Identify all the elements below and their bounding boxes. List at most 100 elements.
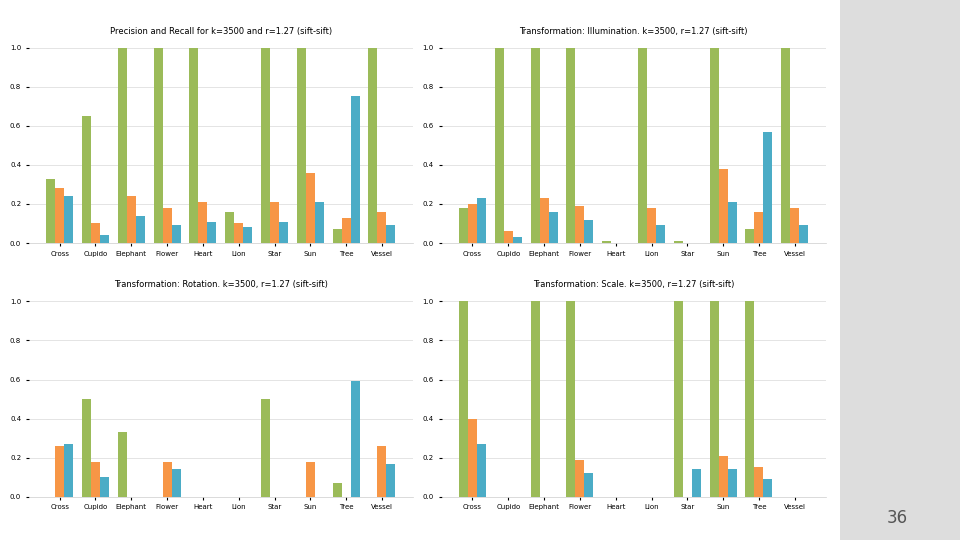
Bar xyxy=(585,220,593,243)
Bar xyxy=(306,173,315,243)
Legend: Precision, F-measure, Recall: Precision, F-measure, Recall xyxy=(164,303,277,314)
Bar xyxy=(118,433,127,497)
Bar xyxy=(135,215,145,243)
Bar xyxy=(728,469,736,497)
Bar xyxy=(64,196,73,243)
Bar xyxy=(297,48,306,243)
Bar xyxy=(763,479,773,497)
Bar xyxy=(790,208,799,243)
Bar xyxy=(540,198,548,243)
Bar xyxy=(585,474,593,497)
Bar xyxy=(719,456,728,497)
Bar xyxy=(709,301,719,497)
Bar xyxy=(279,221,288,243)
Bar xyxy=(350,97,360,243)
Bar xyxy=(64,444,73,497)
Bar xyxy=(477,198,486,243)
Bar xyxy=(100,235,108,243)
Polygon shape xyxy=(845,328,948,422)
Bar xyxy=(755,468,763,497)
Bar xyxy=(656,225,665,243)
Bar xyxy=(494,48,504,243)
Bar xyxy=(781,48,790,243)
Bar xyxy=(647,208,656,243)
Bar xyxy=(531,301,540,497)
Bar xyxy=(746,301,755,497)
Bar xyxy=(531,48,540,243)
Bar xyxy=(602,241,612,243)
Bar xyxy=(207,221,216,243)
Bar xyxy=(333,483,342,497)
Bar xyxy=(56,446,64,497)
Bar xyxy=(189,48,199,243)
Bar xyxy=(243,227,252,243)
Bar xyxy=(172,225,180,243)
Bar xyxy=(270,202,279,243)
Bar xyxy=(127,196,135,243)
Title: Transformation: Illumination. k=3500, r=1.27 (sift-sift): Transformation: Illumination. k=3500, r=… xyxy=(519,26,748,36)
Bar xyxy=(674,241,683,243)
Bar xyxy=(638,48,647,243)
Bar xyxy=(377,212,386,243)
Text: Conclusions: Conclusions xyxy=(865,468,927,477)
Bar xyxy=(46,179,56,243)
Title: Transformation: Scale. k=3500, r=1.27 (sift-sift): Transformation: Scale. k=3500, r=1.27 (s… xyxy=(533,280,734,289)
Title: Transformation: Rotation. k=3500, r=1.27 (sift-sift): Transformation: Rotation. k=3500, r=1.27… xyxy=(114,280,327,289)
Bar xyxy=(459,208,468,243)
Bar xyxy=(566,301,575,497)
Bar xyxy=(350,381,360,497)
Bar xyxy=(719,168,728,243)
Text: Research
Question: Research Question xyxy=(873,146,921,167)
Bar xyxy=(746,230,755,243)
Polygon shape xyxy=(845,12,948,106)
Bar xyxy=(386,225,396,243)
Text: 36: 36 xyxy=(887,509,908,528)
Bar xyxy=(692,469,701,497)
Bar xyxy=(575,206,585,243)
Bar xyxy=(118,48,127,243)
Bar xyxy=(162,208,172,243)
Text: Introduction: Introduction xyxy=(865,46,928,56)
Bar xyxy=(513,237,521,243)
Bar xyxy=(369,48,377,243)
Bar xyxy=(342,218,350,243)
Bar xyxy=(306,462,315,497)
Title: Precision and Recall for k=3500 and r=1.27 (sift-sift): Precision and Recall for k=3500 and r=1.… xyxy=(109,26,332,36)
Bar xyxy=(261,399,270,497)
Bar xyxy=(82,116,91,243)
Bar xyxy=(504,231,513,243)
Bar xyxy=(162,462,172,497)
Bar xyxy=(566,48,575,243)
Bar xyxy=(468,418,477,497)
Bar xyxy=(728,202,736,243)
Bar xyxy=(234,224,243,243)
Bar xyxy=(91,462,100,497)
Bar xyxy=(799,225,808,243)
Bar xyxy=(755,212,763,243)
Bar xyxy=(674,301,683,497)
Bar xyxy=(199,202,207,243)
Bar xyxy=(377,446,386,497)
Bar xyxy=(82,399,91,497)
Polygon shape xyxy=(845,433,948,528)
Bar xyxy=(386,463,396,497)
Bar xyxy=(575,460,585,497)
Bar xyxy=(709,48,719,243)
Bar xyxy=(459,301,468,497)
Bar xyxy=(226,212,234,243)
Bar xyxy=(333,230,342,243)
Bar xyxy=(468,204,477,243)
Bar xyxy=(763,132,773,243)
Bar xyxy=(172,469,180,497)
Polygon shape xyxy=(845,222,948,317)
Legend: Precision, F-measure, Recall: Precision, F-measure, Recall xyxy=(577,303,690,314)
Text: Methods: Methods xyxy=(875,257,919,267)
Bar xyxy=(261,48,270,243)
Polygon shape xyxy=(845,117,948,212)
Bar xyxy=(56,188,64,243)
Bar xyxy=(91,224,100,243)
Text: Evaluation: Evaluation xyxy=(861,361,931,374)
Bar xyxy=(548,212,558,243)
Bar xyxy=(154,48,162,243)
Bar xyxy=(315,202,324,243)
